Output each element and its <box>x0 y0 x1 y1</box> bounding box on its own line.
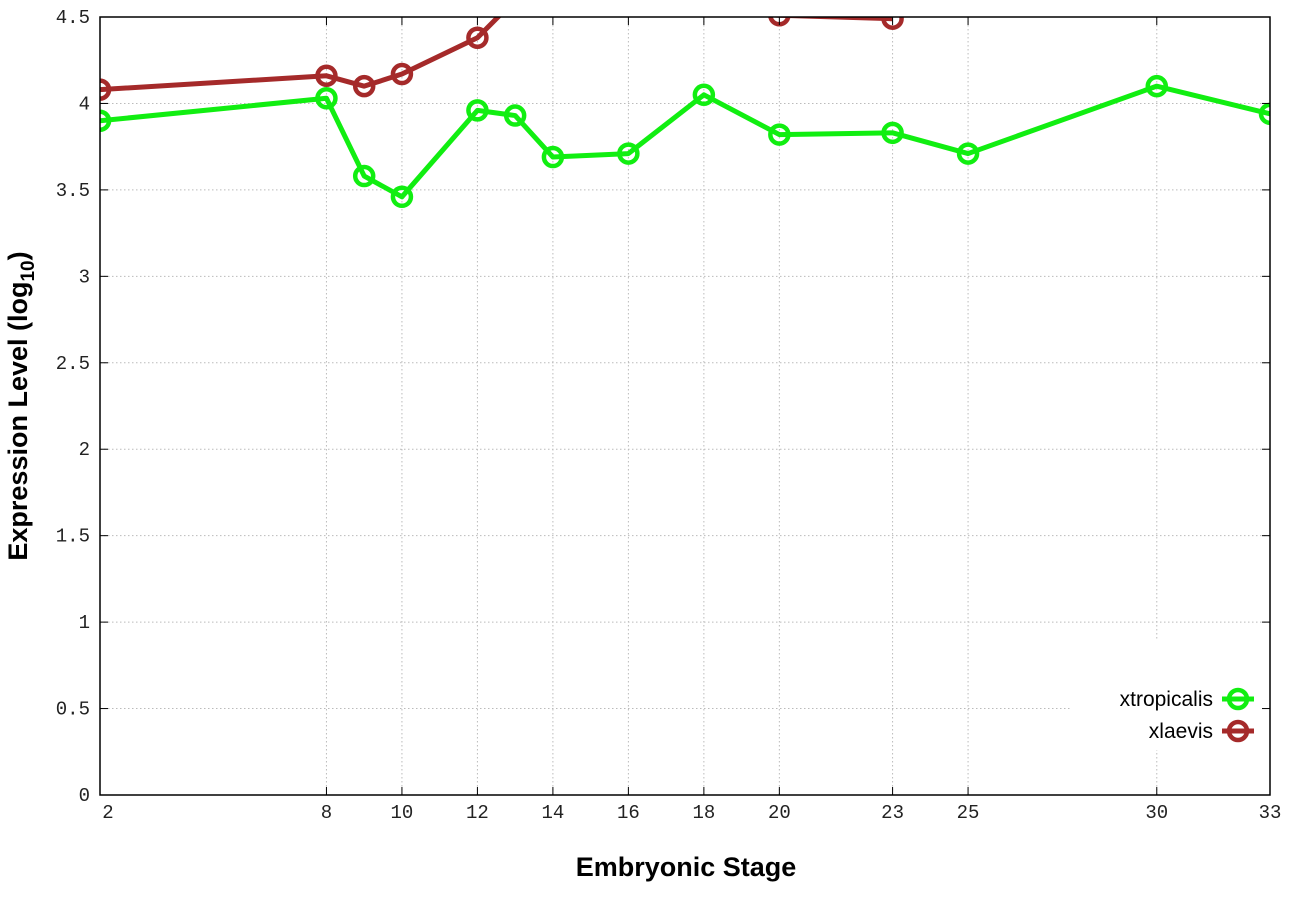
grid <box>100 17 1270 795</box>
data-point <box>956 142 980 165</box>
data-point <box>352 164 376 188</box>
data-point <box>617 142 640 165</box>
y-tick-label: 1 <box>79 612 90 634</box>
data-point <box>1145 74 1169 98</box>
data-point <box>541 145 565 169</box>
x-tick-label: 12 <box>466 802 489 824</box>
y-tick-label: 1.5 <box>56 526 90 548</box>
data-point <box>100 109 112 132</box>
data-point <box>506 0 524 9</box>
x-tick-label: 10 <box>391 802 414 824</box>
data-point <box>390 185 414 209</box>
y-tick-label: 2.5 <box>56 353 90 375</box>
x-tick-label: 2 <box>102 802 113 824</box>
x-tick-label: 33 <box>1259 802 1282 824</box>
y-tick-label: 0 <box>79 785 90 807</box>
legend-marker <box>1226 687 1250 711</box>
legend-marker <box>1226 719 1250 743</box>
data-point <box>881 17 904 30</box>
series-line <box>100 17 893 93</box>
x-tick-label: 8 <box>321 802 332 824</box>
y-tick-label: 3.5 <box>56 180 90 202</box>
plot-frame <box>99 16 1271 796</box>
x-tick-label: 30 <box>1145 802 1168 824</box>
y-tick-label: 0.5 <box>56 699 90 721</box>
data-point <box>352 74 376 98</box>
legend-label: xlaevis <box>1149 720 1213 743</box>
x-tick-label: 25 <box>957 802 980 824</box>
data-point <box>315 64 338 88</box>
data-point <box>466 99 489 122</box>
y-tick-label: 4 <box>79 93 90 115</box>
x-tick-label: 16 <box>617 802 640 824</box>
data-point <box>466 26 489 49</box>
y-tick-label: 3 <box>79 266 90 288</box>
data-point <box>315 87 338 110</box>
legend: xtropicalis xlaevis <box>1120 687 1254 743</box>
data-point <box>390 62 414 86</box>
series-xtropicalis <box>100 74 1270 209</box>
data-point <box>100 78 112 101</box>
data-point <box>881 121 904 145</box>
x-tick-label: 20 <box>768 802 791 824</box>
legend-label: xtropicalis <box>1120 688 1213 711</box>
series-xlaevis <box>100 0 904 101</box>
data-point <box>1258 102 1270 126</box>
data-point <box>768 123 791 146</box>
data-point <box>503 104 527 127</box>
x-axis-label: Embryonic Stage <box>576 852 797 882</box>
x-tick-label: 23 <box>881 802 904 824</box>
y-tick-label: 2 <box>79 439 90 461</box>
y-axis-label: Expression Level (log10) <box>3 251 39 560</box>
series-line <box>100 83 1270 200</box>
x-tick-label: 18 <box>692 802 715 824</box>
y-tick-label: 4.5 <box>56 7 90 29</box>
x-tick-label: 14 <box>541 802 564 824</box>
data-point <box>692 83 716 107</box>
